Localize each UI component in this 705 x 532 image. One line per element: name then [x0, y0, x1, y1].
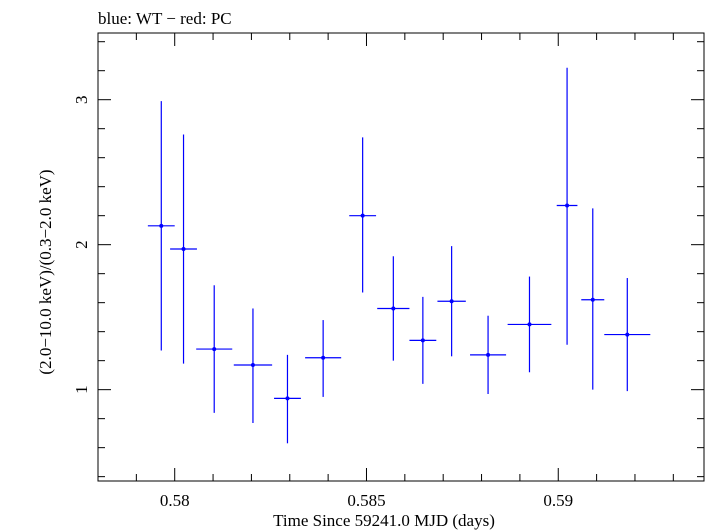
y-tick-label: 2 — [72, 240, 91, 249]
data-marker — [391, 306, 396, 311]
data-marker — [486, 352, 491, 357]
data-marker — [360, 213, 365, 218]
data-point — [604, 278, 651, 392]
x-axis-tick-labels: 0.58 0.585 0.59 — [160, 491, 573, 510]
data-marker — [527, 322, 532, 327]
data-point — [556, 67, 578, 345]
x-tick-label: 0.59 — [543, 491, 573, 510]
x-tick-label: 0.58 — [160, 491, 190, 510]
data-point — [507, 276, 552, 373]
data-point — [196, 285, 233, 413]
data-point — [470, 315, 507, 395]
x-tick-label: 0.585 — [347, 491, 385, 510]
data-marker — [449, 299, 454, 304]
data-point — [170, 134, 197, 364]
data-marker — [590, 297, 595, 302]
data-point — [305, 320, 342, 397]
data-marker — [625, 332, 630, 337]
data-point — [409, 296, 437, 384]
data-marker — [159, 223, 164, 228]
y-axis-tick-labels: 1 2 3 — [72, 95, 91, 393]
plot-frame — [97, 32, 705, 482]
data-marker — [565, 203, 570, 208]
data-point — [274, 354, 301, 444]
chart-title: blue: WT − red: PC — [98, 9, 232, 28]
data-point — [581, 208, 605, 390]
data-marker — [250, 363, 255, 368]
data-marker — [212, 347, 217, 352]
data-series — [147, 67, 651, 444]
y-axis-ticks — [98, 41, 704, 478]
data-marker — [285, 396, 290, 401]
data-point — [233, 308, 273, 424]
y-tick-label: 1 — [72, 385, 91, 394]
y-tick-label: 3 — [72, 95, 91, 104]
data-point — [349, 137, 377, 293]
x-axis-label: Time Since 59241.0 MJD (days) — [273, 511, 495, 530]
x-axis-ticks — [97, 33, 674, 481]
data-marker — [420, 338, 425, 343]
data-marker — [181, 247, 186, 252]
data-point — [437, 246, 466, 357]
y-axis-label: (2.0−10.0 keV)/(0.3−2.0 keV) — [36, 169, 55, 374]
data-point — [377, 256, 410, 361]
data-marker — [321, 355, 326, 360]
data-point — [147, 101, 175, 351]
